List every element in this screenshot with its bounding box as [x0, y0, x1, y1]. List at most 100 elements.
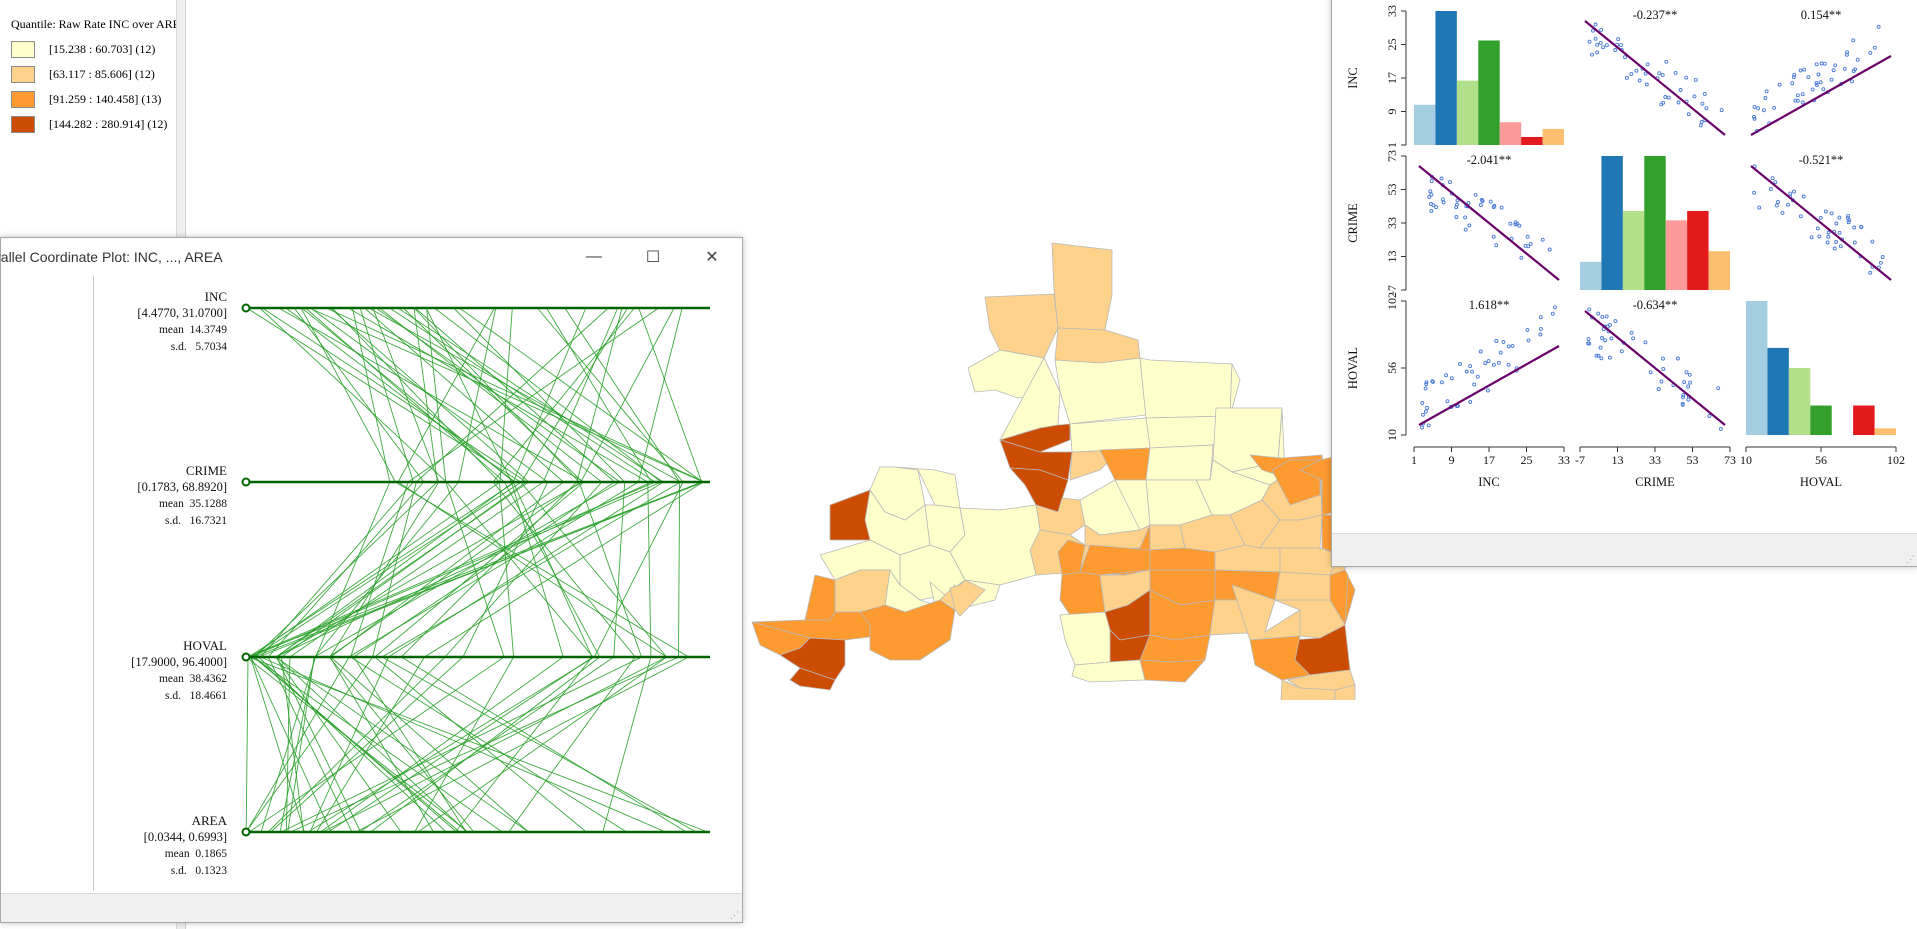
resize-grip-icon[interactable]: ⋰ [730, 910, 739, 920]
scatter-point [1513, 222, 1518, 227]
maximize-button[interactable]: ☐ [625, 238, 681, 276]
scatter-point [1427, 195, 1432, 199]
slope-label: 0.154** [1801, 8, 1842, 22]
histogram-bar [1580, 261, 1602, 290]
scatter-point [1486, 359, 1491, 364]
scatter-point [1499, 205, 1504, 210]
histogram-bar [1644, 156, 1666, 290]
scatter-point [1591, 28, 1595, 33]
scatter-point [1780, 210, 1785, 215]
scatter-point [1752, 104, 1757, 109]
scatter-point [1817, 234, 1822, 239]
scatter-point [1852, 240, 1857, 245]
scatter-point [1661, 100, 1666, 105]
scatter-point [1488, 199, 1493, 204]
axis-range: [0.1783, 68.8920] [137, 480, 227, 494]
scatter-point [1686, 397, 1691, 402]
pcp-observation-line [350, 307, 659, 833]
scatter-point [1834, 221, 1839, 226]
legend-item[interactable]: [63.117 : 85.606] (12) [11, 64, 155, 84]
scatter-point [1768, 187, 1773, 191]
legend-item[interactable]: [91.259 : 140.458] (13) [11, 89, 161, 109]
scatter-point [1801, 194, 1806, 199]
scatter-point [1806, 75, 1811, 80]
pcp-observation-line [455, 307, 593, 833]
axis-sd: 5.7034 [195, 341, 227, 353]
histogram-bar [1521, 136, 1543, 145]
parallel-coordinate-window[interactable]: Parallel Coordinate Plot: INC, ..., AREA… [0, 237, 743, 923]
scatter-point [1752, 190, 1757, 195]
pcp-observation-line [322, 307, 668, 833]
scatter-point [1764, 89, 1769, 94]
scatter-point [1600, 336, 1604, 340]
scatter-point [1850, 79, 1854, 84]
scatter-point [1538, 326, 1543, 331]
scatter-point [1675, 356, 1680, 361]
histogram-bar [1499, 122, 1522, 145]
parallel-coordinate-plot[interactable] [1, 238, 742, 893]
x-tick-label: -7 [1575, 453, 1585, 467]
scatter-point [1550, 311, 1555, 316]
legend-swatch [11, 65, 35, 83]
axis-mean-label: mean [158, 324, 184, 336]
x-tick-label: 33 [1649, 453, 1661, 467]
scatter-point [1802, 67, 1807, 72]
choropleth-map[interactable] [735, 230, 1365, 700]
map-tract [949, 504, 1041, 586]
window-titlebar[interactable]: Parallel Coordinate Plot: INC, ..., AREA… [0, 238, 742, 276]
y-tick-label: -7 [1385, 285, 1399, 295]
minimize-button[interactable]: — [566, 238, 622, 276]
scatter-point [1821, 87, 1826, 92]
map-tract [1334, 684, 1356, 700]
resize-grip-icon[interactable]: ⋰ [1906, 554, 1915, 564]
slope-label: -2.041** [1467, 153, 1512, 167]
scatter-point [1814, 81, 1819, 85]
scatter-plot-matrix-window[interactable]: -0.237** 0.154** -2.041** -0.521** 1.618** -0… [1331, 0, 1917, 567]
regression-line [1750, 55, 1892, 136]
axis-sd-label: s.d. [170, 865, 187, 877]
scatter-point [1809, 235, 1814, 240]
slope-label: -0.521** [1799, 153, 1844, 167]
pcp-observation-line [300, 307, 690, 833]
histogram-bar [1687, 210, 1709, 290]
legend-swatch [11, 40, 35, 58]
scatter-point [1702, 91, 1707, 96]
scatter-point [1757, 205, 1762, 210]
scatter-point [1793, 98, 1798, 103]
slope-label: 1.618** [1469, 298, 1510, 312]
x-tick-label: 33 [1558, 453, 1570, 467]
close-button[interactable]: ✕ [684, 238, 740, 276]
histogram-bar [1456, 80, 1479, 145]
scatter-point [1449, 376, 1454, 381]
scatter-point [1603, 338, 1608, 343]
scatter-point [1872, 45, 1877, 50]
scatter-point [1538, 332, 1543, 337]
pcp-observation-line [359, 307, 626, 833]
scatter-point [1648, 370, 1653, 375]
scatter-point [1826, 234, 1831, 239]
map-tract [1059, 611, 1111, 666]
map-tract [984, 293, 1059, 359]
scatter-point [1608, 322, 1612, 327]
scatter-point [1719, 108, 1724, 113]
scatter-plot-matrix[interactable]: -0.237** 0.154** -2.041** -0.521** 1.618** -0… [1332, 0, 1917, 533]
pcp-observation-line [275, 307, 530, 833]
legend-item[interactable]: [15.238 : 60.703] (12) [11, 39, 155, 59]
scatter-point [1761, 108, 1766, 113]
scatter-point [1645, 62, 1650, 67]
scatter-point [1692, 94, 1697, 99]
map-tract [1280, 679, 1336, 700]
scatter-point [1816, 72, 1821, 77]
scatter-point [1852, 225, 1857, 230]
scatter-point [1684, 75, 1689, 80]
pcp-axis-handle [241, 652, 251, 662]
scatter-point [1825, 240, 1830, 245]
scatter-point [1455, 404, 1460, 408]
scatter-point [1687, 372, 1692, 377]
axis-mean-label: mean [158, 673, 184, 685]
scatter-point [1786, 202, 1790, 207]
scatter-point [1526, 244, 1531, 249]
histogram-bar [1478, 40, 1500, 146]
legend-item[interactable]: [144.282 : 280.914] (12) [11, 114, 167, 134]
scatter-point [1699, 120, 1704, 124]
